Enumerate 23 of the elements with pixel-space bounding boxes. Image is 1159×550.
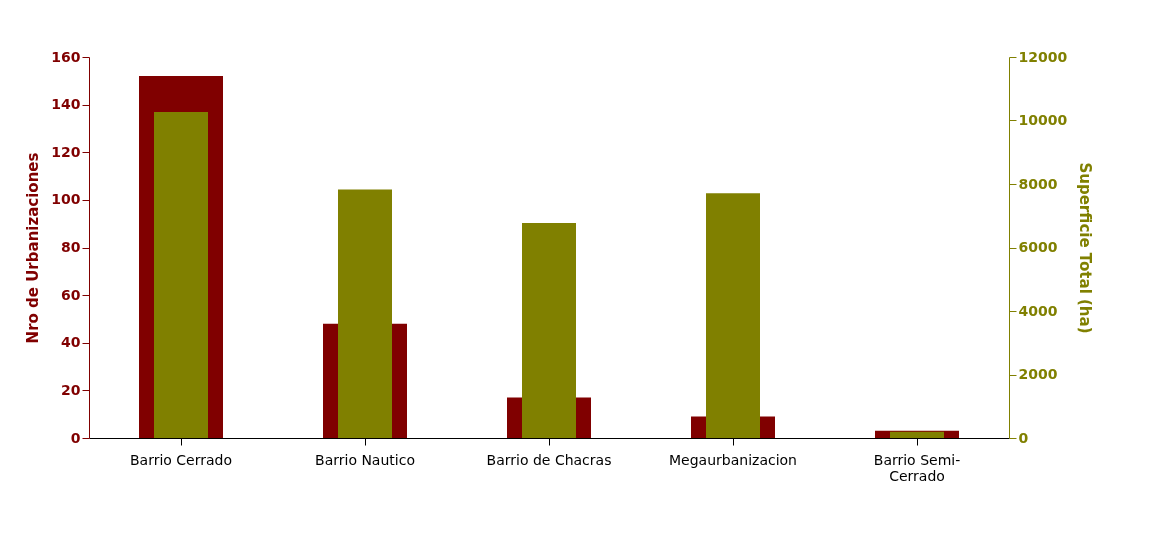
y-tick-label: 0 xyxy=(70,429,81,446)
y-tick-label: 80 xyxy=(61,239,81,255)
y-tick-label: 160 xyxy=(51,48,81,65)
y-tick-label: 140 xyxy=(51,96,81,113)
x-tick-label: Barrio Semi-Cerrado xyxy=(873,451,961,484)
y2-axis-title: Superficie Total (ha) xyxy=(1076,162,1095,334)
y2-tick-label: 8000 xyxy=(1018,175,1058,192)
y2-tick-label: 0 xyxy=(1018,429,1029,446)
y2-tick-label: 2000 xyxy=(1018,366,1058,382)
y-tick-label: 60 xyxy=(61,286,81,303)
x-tick-label: Barrio Nautico xyxy=(315,451,415,468)
x-tick-label: Megaurbanizacion xyxy=(669,451,797,468)
y-tick-label: 120 xyxy=(51,143,81,160)
y-axis-title: Nro de Urbanizaciones xyxy=(24,152,43,344)
y-tick-label: 20 xyxy=(61,381,81,398)
y2-tick-label: 4000 xyxy=(1018,302,1058,319)
y-tick-label: 100 xyxy=(51,191,81,208)
y2-tick-label: 6000 xyxy=(1018,239,1058,255)
y2-tick-label: 12000 xyxy=(1018,48,1068,65)
y-tick-label: 40 xyxy=(61,334,81,351)
x-tick-label: Barrio Cerrado xyxy=(129,451,233,468)
y2-tick-label: 10000 xyxy=(1018,112,1068,128)
x-tick-label: Barrio de Chacras xyxy=(486,451,612,468)
